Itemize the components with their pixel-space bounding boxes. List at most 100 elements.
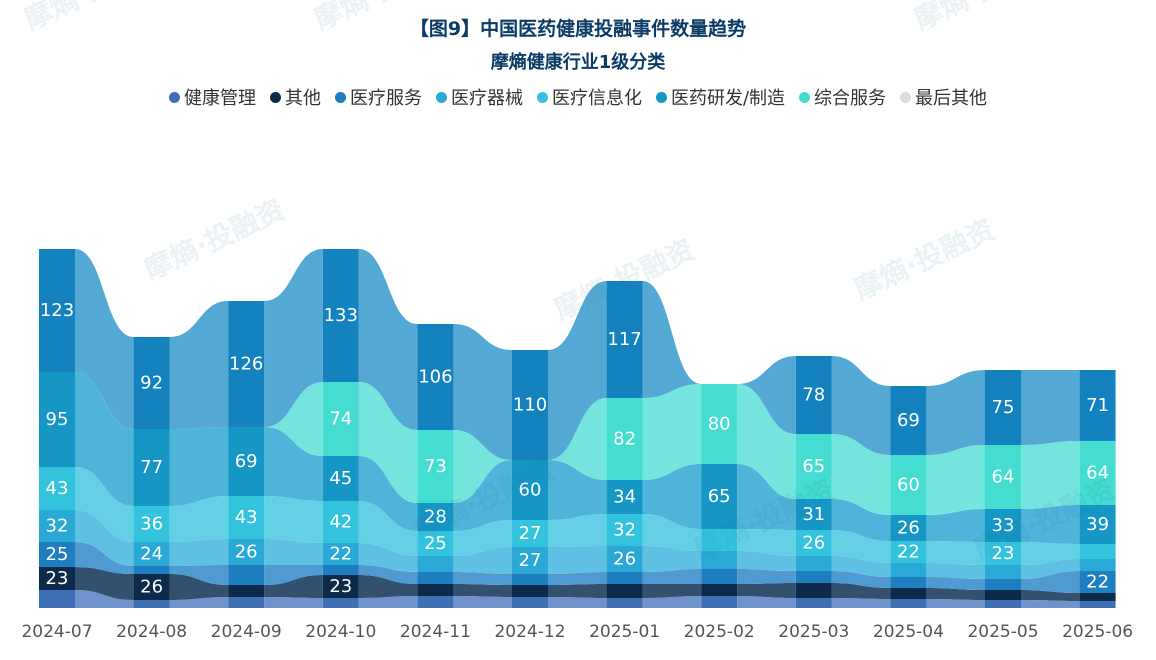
bar-segment: [606, 514, 643, 546]
data-label: 39: [1086, 514, 1109, 535]
data-label: 60: [519, 480, 542, 501]
bar-segment: [890, 541, 927, 563]
flow-ribbon: [831, 598, 891, 608]
data-label: 22: [1086, 572, 1109, 593]
flow-ribbon: [1021, 542, 1080, 565]
bar-segment: [606, 584, 643, 598]
data-label: 26: [802, 533, 825, 554]
bar-segment: [512, 574, 548, 585]
bar-segment: [1079, 370, 1116, 441]
x-tick-label: 2025-01: [589, 622, 660, 642]
flow-ribbon: [453, 584, 512, 597]
bar-segment: [795, 556, 832, 571]
data-label: 33: [992, 515, 1015, 536]
data-label: 123: [40, 300, 74, 321]
x-tick-label: 2024-11: [400, 622, 471, 642]
data-label: 23: [992, 543, 1015, 564]
chart-title: 【图9】中国医药健康投融事件数量趋势: [409, 18, 747, 40]
legend-item: 其他: [269, 84, 321, 110]
bar-segment: [322, 565, 359, 575]
bar-segment: [795, 583, 832, 598]
legend-dot-icon: [536, 91, 548, 103]
data-label: 106: [418, 367, 452, 388]
bar-segment: [39, 467, 75, 510]
flow-ribbon: [264, 496, 323, 543]
bar-segment: [701, 596, 738, 608]
bar-segment: [417, 596, 454, 608]
bar-segment: [701, 384, 738, 464]
bar-segment: [985, 370, 1021, 445]
legend-item: 医药研发/制造: [655, 84, 785, 110]
data-label: 22: [329, 544, 352, 565]
flow-ribbon: [831, 583, 891, 599]
flow-ribbon: [358, 249, 418, 430]
flow-ribbon: [642, 569, 702, 584]
flow-ribbon: [642, 384, 702, 480]
flow-ribbon: [453, 460, 512, 531]
flow-ribbon: [358, 565, 418, 584]
x-tick-label: 2025-02: [684, 622, 755, 642]
bar-segment: [417, 572, 454, 584]
flow-ribbon: [75, 249, 134, 429]
flow-ribbon: [1021, 590, 1080, 601]
flow-ribbon: [737, 529, 796, 556]
flow-ribbon: [642, 584, 702, 598]
legend-label: 医疗器械: [450, 88, 523, 109]
flow-ribbon: [737, 569, 796, 584]
data-label: 73: [424, 456, 447, 477]
flow-ribbon: [642, 514, 702, 551]
legend-label: 医疗服务: [349, 88, 422, 109]
bar-segment: [228, 597, 265, 608]
flow-ribbon: [264, 249, 323, 427]
data-label: 25: [46, 544, 69, 565]
bar-segment: [322, 543, 359, 565]
x-tick-label: 2025-06: [1062, 622, 1133, 642]
flow-ribbon: [1021, 505, 1080, 544]
bar-segment: [701, 529, 738, 551]
flow-ribbon: [453, 547, 512, 574]
bar-segment: [133, 542, 170, 566]
data-label: 42: [329, 512, 352, 533]
flow-ribbon: [1021, 600, 1080, 608]
bar-segment: [417, 556, 454, 572]
watermark-text: 摩熵·投融资: [19, 0, 169, 36]
bar-segment: [1079, 505, 1116, 544]
bar-segment: [890, 515, 927, 541]
flow-ribbon: [169, 301, 229, 429]
bar-segment: [512, 460, 548, 520]
bar-segment: [1079, 593, 1116, 601]
data-label: 43: [235, 507, 258, 528]
flow-ribbon: [1021, 370, 1080, 445]
bar-segment: [1079, 601, 1116, 608]
flow-ribbon: [358, 382, 418, 503]
flow-ribbon: [75, 467, 134, 542]
x-tick-label: 2024-08: [116, 622, 187, 642]
data-label: 82: [613, 429, 636, 450]
bar-segment: [985, 579, 1021, 590]
bar-segment: [133, 574, 170, 600]
bar-segment: [512, 547, 548, 574]
bar-segment: [701, 551, 738, 569]
data-label: 32: [46, 516, 69, 537]
bar-segment: [795, 499, 832, 530]
data-label: 36: [140, 514, 163, 535]
data-label: 27: [519, 523, 542, 544]
bar-segment: [701, 569, 738, 584]
bar-segment: [228, 565, 265, 585]
bar-segment: [228, 301, 265, 427]
bar-segment: [606, 546, 643, 572]
legend-dot-icon: [269, 91, 281, 103]
flow-ribbon: [642, 281, 702, 398]
data-label: 75: [992, 397, 1015, 418]
x-tick-label: 2024-09: [211, 622, 282, 642]
x-tick-label: 2024-07: [21, 622, 92, 642]
legend-dot-icon: [799, 91, 811, 103]
flow-ribbon: [169, 496, 229, 542]
bar-segment: [322, 382, 359, 456]
bar-segment: [417, 531, 454, 556]
flow-ribbon: [358, 456, 418, 531]
bar-segment: [701, 584, 738, 596]
flow-ribbon: [169, 427, 229, 506]
flow-ribbon: [548, 584, 607, 598]
bar-segment: [606, 572, 643, 584]
